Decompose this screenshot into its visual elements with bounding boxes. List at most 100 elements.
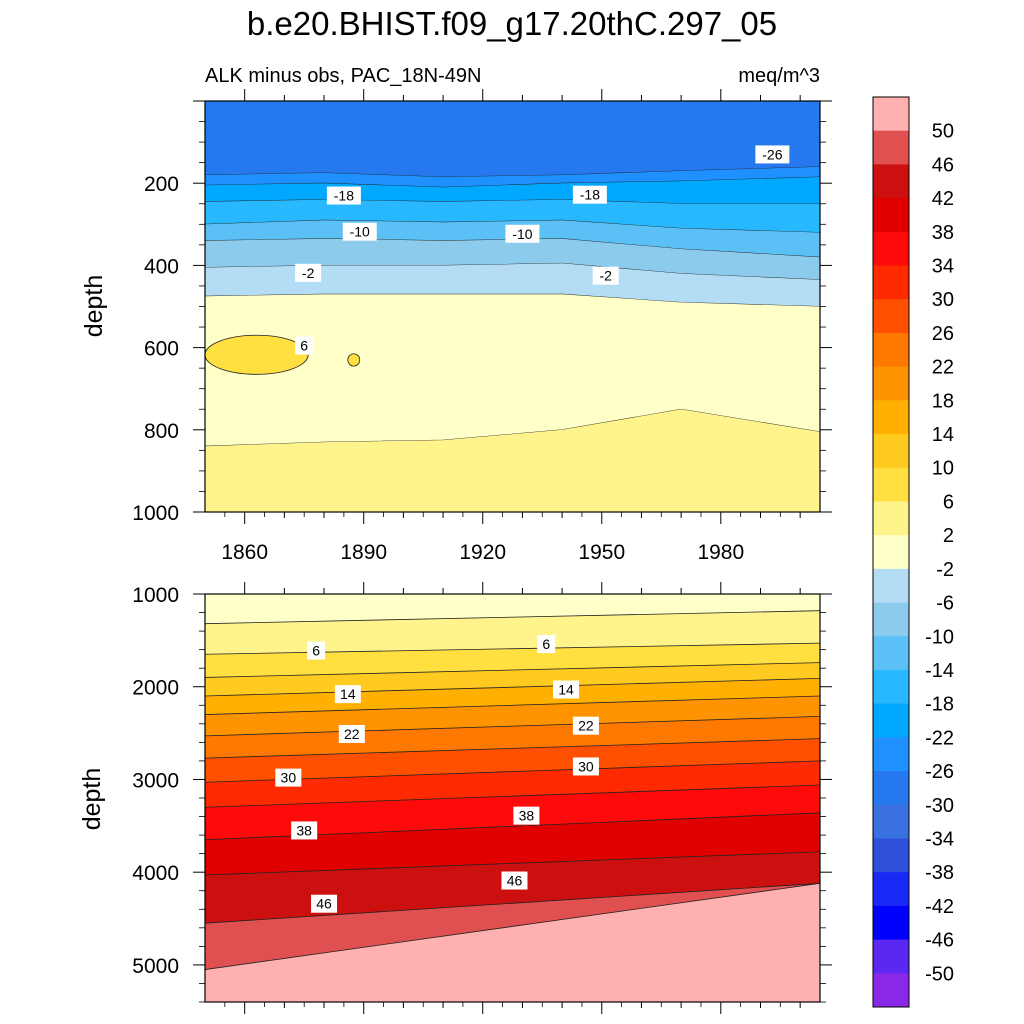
svg-text:38: 38 <box>296 822 312 838</box>
colorbar-label: 38 <box>932 222 954 244</box>
contour-line <box>205 610 820 625</box>
svg-text:6: 6 <box>312 643 320 659</box>
contour-label: -18 <box>326 186 361 205</box>
contour-label: 30 <box>275 768 302 787</box>
colorbar-label: -14 <box>925 660 954 682</box>
variable-label: ALK minus obs, PAC_18N-49N <box>205 65 481 87</box>
colorbar-label: -30 <box>925 795 954 817</box>
svg-text:-10: -10 <box>512 226 532 242</box>
colorbar-label: -10 <box>925 626 954 648</box>
contour-line <box>205 695 820 715</box>
contour-band <box>205 238 820 280</box>
contour-band <box>205 785 820 840</box>
contour-label: -10 <box>342 222 377 241</box>
svg-text:22: 22 <box>344 726 360 742</box>
contour-band <box>205 166 820 188</box>
svg-text:-18: -18 <box>334 188 354 204</box>
contour-label: 14 <box>334 685 361 704</box>
colorbar-label: 34 <box>932 256 954 278</box>
svg-text:-2: -2 <box>302 265 315 281</box>
colorbar-label: -46 <box>925 930 954 952</box>
colorbar-label: -22 <box>925 727 954 749</box>
colorbar-swatch <box>873 905 909 941</box>
contour-line <box>205 662 820 678</box>
colorbar-swatch <box>873 366 909 401</box>
colorbar-swatch <box>873 265 909 300</box>
contour-band <box>205 812 820 875</box>
upper-y-axis-label: depth <box>80 275 108 338</box>
colorbar-label: -6 <box>936 593 954 615</box>
contour-label: -2 <box>592 266 619 285</box>
colorbar-swatch <box>873 669 909 705</box>
contour-label: 6 <box>295 336 314 355</box>
svg-text:22: 22 <box>578 718 594 734</box>
svg-text:30: 30 <box>578 758 594 774</box>
svg-text:6: 6 <box>542 636 550 652</box>
y-tick-label: 600 <box>144 338 179 361</box>
svg-text:-18: -18 <box>580 187 600 203</box>
colorbar-swatch <box>873 568 909 604</box>
lower-y-axis-label: depth <box>78 768 106 831</box>
contour-label: -26 <box>755 145 790 164</box>
colorbar-swatch <box>873 332 909 368</box>
contour-label: 22 <box>338 725 365 744</box>
colorbar-swatch <box>873 636 909 671</box>
colorbar-swatch <box>873 501 909 536</box>
y-tick-label: 800 <box>144 420 179 443</box>
contour-line <box>205 716 820 737</box>
colorbar-label: 14 <box>932 424 954 446</box>
colorbar-swatch <box>873 703 909 738</box>
contour-line <box>205 760 820 783</box>
colorbar-swatch <box>873 164 909 199</box>
chart-title: b.e20.BHIST.f09_g17.20thC.297_05 <box>247 5 777 42</box>
contour-band <box>205 883 820 1002</box>
colorbar-label: -2 <box>936 559 954 581</box>
svg-text:30: 30 <box>281 770 297 786</box>
contour-label: 30 <box>572 757 599 776</box>
contour-label: 6 <box>307 641 326 660</box>
colorbar-swatch <box>873 299 909 334</box>
x-tick-label: 1920 <box>459 541 506 564</box>
contour-band <box>205 760 820 808</box>
colorbar-label: 26 <box>932 323 954 345</box>
svg-text:-26: -26 <box>762 146 782 162</box>
colorbar-label: 6 <box>943 491 954 513</box>
colorbar-label: -34 <box>925 828 954 850</box>
contour-island <box>347 353 361 367</box>
contour-band <box>205 594 820 624</box>
colorbar-swatch <box>873 467 909 502</box>
colorbar-swatch <box>873 130 909 165</box>
colorbar-swatch <box>873 602 909 637</box>
x-tick-label: 1950 <box>578 541 625 564</box>
units-label: meq/m^3 <box>738 65 820 87</box>
svg-text:-10: -10 <box>350 224 370 240</box>
y-tick-label: 200 <box>144 173 179 196</box>
y-tick-label: 1000 <box>132 502 179 525</box>
x-tick-label: 1860 <box>221 541 268 564</box>
contour-line <box>205 851 820 876</box>
colorbar-label: -42 <box>925 896 954 918</box>
colorbar-swatch <box>873 434 909 469</box>
colorbar-swatch <box>873 535 909 570</box>
colorbar-label: 18 <box>932 390 954 412</box>
colorbar-swatch <box>873 872 909 907</box>
contour-line <box>205 219 820 233</box>
contour-line <box>205 677 820 697</box>
contour-label: 46 <box>501 871 528 890</box>
colorbar-label: 30 <box>932 289 954 311</box>
colorbar-swatch <box>873 804 909 839</box>
contour-label: -18 <box>572 185 607 204</box>
colorbar-swatch <box>873 838 909 873</box>
contour-band <box>205 199 820 233</box>
contour-line <box>205 882 820 970</box>
contour-label: 38 <box>291 821 318 840</box>
colorbar-swatch <box>873 737 909 772</box>
colorbar-label: -26 <box>925 761 954 783</box>
contour-label: -2 <box>295 263 322 282</box>
colorbar-label: 46 <box>932 154 954 176</box>
svg-text:6: 6 <box>300 338 308 354</box>
colorbar-swatch <box>873 939 909 974</box>
contour-line <box>205 238 820 258</box>
lower-panel: 6 6 14 14 22 22 30 30 38 38 46 46 1000 2000 3000 4000 50… <box>132 582 832 1014</box>
